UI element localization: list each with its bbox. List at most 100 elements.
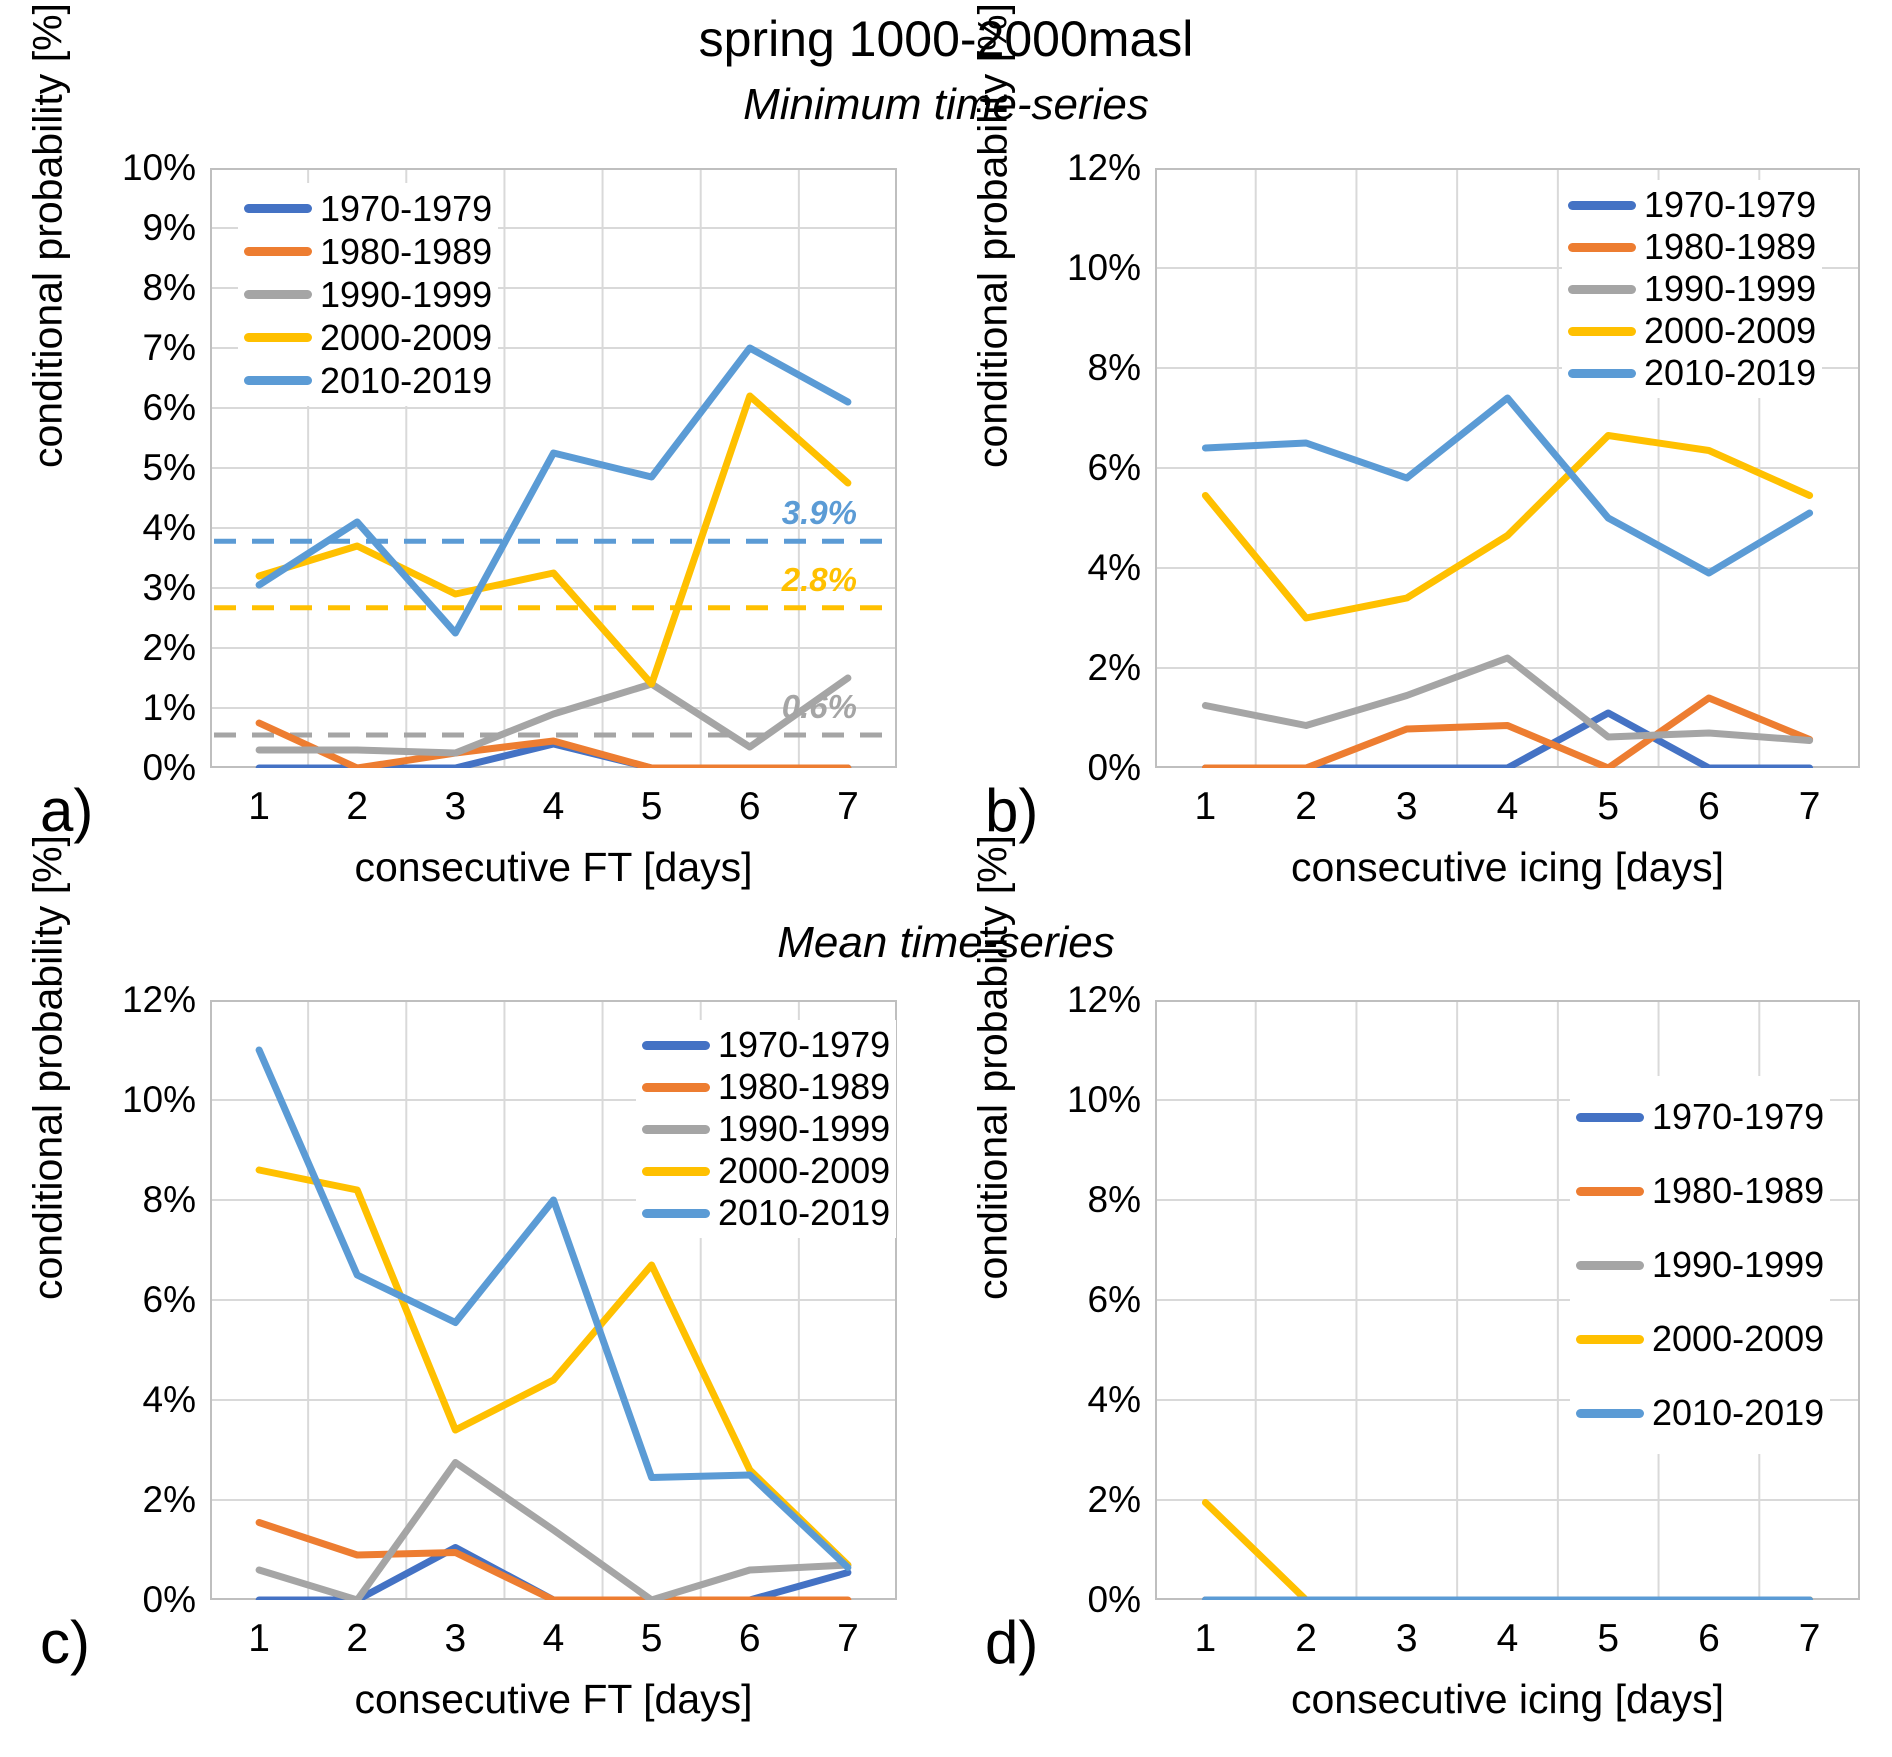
y-tick-label: 4% <box>1087 547 1141 588</box>
y-tick-label: 5% <box>142 447 196 488</box>
y-tick-label: 3% <box>142 567 196 608</box>
figure-title: spring 1000-2000masl <box>698 11 1194 67</box>
series-line-2000-2009 <box>255 392 852 688</box>
legend-label: 1980-1989 <box>718 1066 891 1107</box>
y-tick-label: 0% <box>1087 1579 1141 1620</box>
legend-item-1990-1999: 1990-1999 <box>244 273 492 316</box>
y-tick-label: 2% <box>142 1479 196 1520</box>
y-tick-label: 8% <box>142 1179 196 1220</box>
x-tick-label: 3 <box>444 1617 467 1660</box>
legend-item-1980-1989: 1980-1989 <box>1568 226 1816 268</box>
legend-label: 1990-1999 <box>1652 1244 1825 1285</box>
legend-label: 1970-1979 <box>1652 1096 1825 1137</box>
legend-b: 1970-1979 1980-1989 1990-1999 2000-2009 2010… <box>1562 180 1823 398</box>
y-tick-label: 6% <box>1087 1279 1141 1320</box>
legend-label: 2010-2019 <box>1644 352 1817 393</box>
x-tick-label: 5 <box>640 785 663 828</box>
x-tick-label: 6 <box>1698 785 1720 828</box>
legend-swatch-1980-1989 <box>1568 242 1636 252</box>
x-tick-label: 5 <box>640 1617 663 1660</box>
y-tick-label: 10% <box>121 147 196 188</box>
y-tick-label: 12% <box>1066 979 1141 1020</box>
legend-label: 1990-1999 <box>718 1108 891 1149</box>
y-tick-label: 6% <box>1087 447 1141 488</box>
y-tick-label: 8% <box>1087 347 1141 388</box>
x-tick-label: 7 <box>837 1617 859 1660</box>
legend-swatch-1970-1979 <box>1576 1112 1644 1122</box>
x-tick-label: 2 <box>1295 785 1317 828</box>
x-tick-label: 5 <box>1597 785 1620 828</box>
x-axis-label-c: consecutive FT [days] <box>354 1676 753 1722</box>
x-tick-label: 1 <box>248 1617 270 1660</box>
x-tick-label: 4 <box>1496 785 1519 828</box>
x-tick-label: 1 <box>1194 1617 1217 1660</box>
legend-label: 2000-2009 <box>1652 1318 1825 1359</box>
x-tick-label: 2 <box>346 785 369 828</box>
panel-letter-d: d) <box>985 1609 1039 1676</box>
legend-swatch-1970-1979 <box>642 1040 710 1050</box>
legend-swatch-1990-1999 <box>244 290 312 299</box>
x-tick-label: 6 <box>738 785 761 828</box>
y-tick-label: 2% <box>1087 647 1141 688</box>
y-tick-label: 10% <box>1066 1079 1141 1120</box>
legend-swatch-1970-1979 <box>244 204 312 213</box>
legend-label: 2010-2019 <box>1652 1392 1825 1433</box>
legend-item-1990-1999: 1990-1999 <box>642 1108 890 1150</box>
legend-item-2010-2019: 2010-2019 <box>642 1192 890 1234</box>
y-tick-label: 8% <box>1087 1179 1141 1220</box>
legend-swatch-1990-1999 <box>1568 284 1636 294</box>
y-tick-label: 6% <box>142 387 196 428</box>
legend-swatch-1990-1999 <box>1576 1260 1644 1270</box>
legend-item-2000-2009: 2000-2009 <box>1576 1302 1824 1376</box>
y-tick-label: 0% <box>142 747 196 788</box>
x-tick-label: 4 <box>542 785 565 828</box>
series-line-1980-1989 <box>1201 694 1814 768</box>
legend-item-1970-1979: 1970-1979 <box>1576 1080 1824 1154</box>
legend-item-1970-1979: 1970-1979 <box>1568 184 1816 226</box>
legend-item-2000-2009: 2000-2009 <box>642 1150 890 1192</box>
series-line-2010-2019 <box>255 1046 852 1571</box>
x-axis-label-a: consecutive FT [days] <box>354 844 753 890</box>
x-tick-label: 3 <box>1395 1617 1418 1660</box>
x-tick-label: 7 <box>1798 785 1821 828</box>
y-tick-label: 6% <box>142 1279 196 1320</box>
x-tick-label: 2 <box>1295 1617 1317 1660</box>
legend-label: 1970-1979 <box>1644 184 1817 225</box>
y-tick-label: 0% <box>142 1579 196 1620</box>
legend-item-2010-2019: 2010-2019 <box>244 359 492 402</box>
y-tick-label: 1% <box>142 687 196 728</box>
legend-label: 2000-2009 <box>1644 310 1817 351</box>
y-tick-label: 2% <box>1087 1479 1141 1520</box>
legend-label: 2000-2009 <box>320 316 493 358</box>
series-line-2000-2009 <box>255 1166 852 1569</box>
x-tick-label: 1 <box>1194 785 1217 828</box>
series-line-2000-2009 <box>1201 1499 1814 1600</box>
y-tick-label: 9% <box>142 207 196 248</box>
y-tick-label: 10% <box>1066 247 1141 288</box>
legend-c: 1970-1979 1980-1989 1990-1999 2000-2009 2010… <box>636 1020 897 1238</box>
x-tick-label: 5 <box>1597 1617 1620 1660</box>
legend-item-1980-1989: 1980-1989 <box>244 230 492 273</box>
x-tick-label: 6 <box>1698 1617 1720 1660</box>
legend-swatch-2010-2019 <box>1576 1408 1644 1418</box>
legend-item-1970-1979: 1970-1979 <box>244 187 492 230</box>
y-tick-label: 4% <box>142 507 196 548</box>
legend-label: 1980-1989 <box>1652 1170 1825 1211</box>
panel-letter-c: c) <box>40 1609 90 1676</box>
series-line-2010-2019 <box>255 344 852 637</box>
subtitle-mean-time-series: Mean time-series <box>777 918 1115 967</box>
panel-letter-a: a) <box>40 777 94 844</box>
legend-label: 2010-2019 <box>320 359 493 401</box>
legend-label: 1980-1989 <box>1644 226 1817 267</box>
x-axis-label-b: consecutive icing [days] <box>1290 844 1724 890</box>
x-tick-label: 1 <box>248 785 270 828</box>
legend-item-2000-2009: 2000-2009 <box>244 316 492 359</box>
legend-swatch-2000-2009 <box>244 333 312 342</box>
series-line-1990-1999 <box>255 1459 852 1600</box>
y-tick-label: 7% <box>142 327 196 368</box>
series-line-2010-2019 <box>1201 394 1814 577</box>
legend-swatch-1980-1989 <box>244 247 312 256</box>
series-line-1990-1999 <box>1201 654 1814 744</box>
panel-letter-b: b) <box>985 777 1039 844</box>
